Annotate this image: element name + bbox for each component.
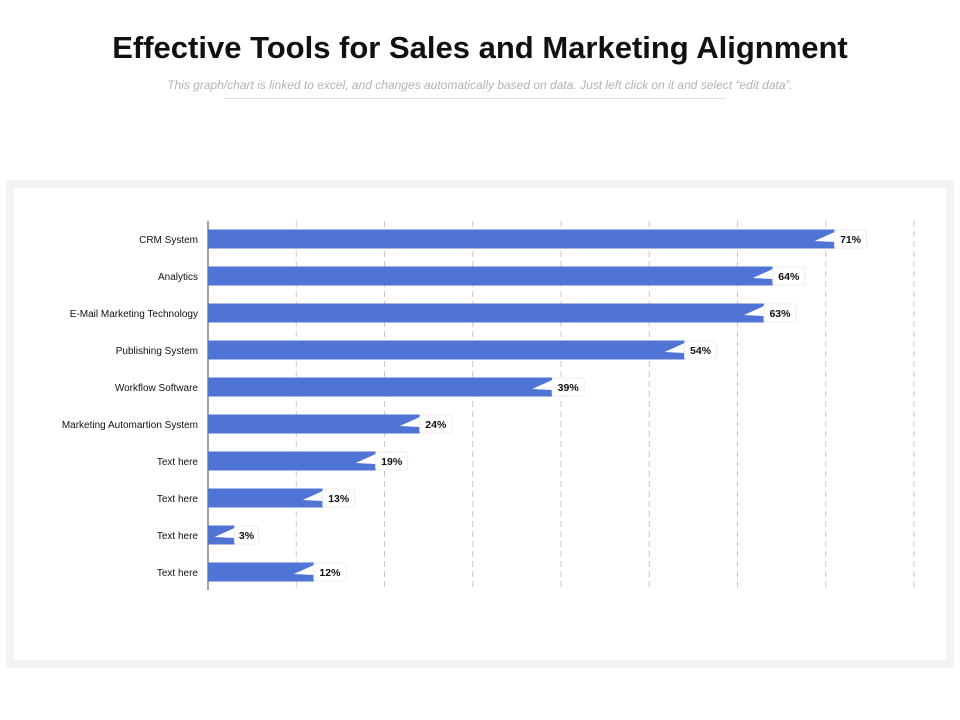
data-label-box [419, 414, 453, 434]
chart-panel: CRM System 71% Analytics 64% E-Mail Marketin… [6, 180, 954, 668]
data-label-box [313, 562, 347, 582]
data-label-box [834, 229, 868, 249]
data-label-box [322, 488, 356, 508]
data-label-box [375, 451, 409, 471]
data-label-box [551, 377, 585, 397]
bar[interactable] [208, 414, 420, 434]
category-label: E-Mail Marketing Technology [70, 309, 198, 320]
data-label: 39% [558, 382, 580, 394]
page-title: Effective Tools for Sales and Marketing … [112, 30, 848, 65]
data-label-box [684, 340, 718, 360]
data-label: 13% [328, 493, 350, 505]
data-label: 12% [319, 567, 341, 579]
data-label-pointer [532, 380, 553, 390]
category-label: CRM System [139, 235, 198, 246]
category-label: Text here [157, 494, 199, 505]
bar[interactable] [208, 377, 553, 397]
data-label: 3% [239, 530, 255, 542]
data-label-pointer [743, 306, 764, 316]
category-label: Text here [157, 568, 199, 579]
bar[interactable] [208, 451, 376, 471]
bar[interactable] [208, 303, 764, 323]
data-label-pointer [214, 528, 235, 538]
data-label: 54% [690, 345, 712, 357]
chart-panel-inner: CRM System 71% Analytics 64% E-Mail Marketin… [14, 188, 946, 660]
bar[interactable] [208, 562, 314, 582]
data-label-pointer [355, 454, 376, 464]
category-label: Text here [157, 531, 199, 542]
bar[interactable] [208, 229, 835, 249]
data-label-pointer [302, 491, 323, 501]
data-label: 71% [840, 234, 862, 246]
data-label-box [763, 303, 797, 323]
subtitle-divider [224, 98, 726, 99]
category-label: Workflow Software [115, 383, 199, 394]
category-label: Marketing Automartion System [62, 420, 198, 431]
data-label: 24% [425, 419, 447, 431]
data-label-box [772, 266, 806, 286]
bar[interactable] [208, 266, 773, 286]
data-label-pointer [664, 343, 685, 353]
page-subtitle: This graph/chart is linked to excel, and… [167, 78, 793, 92]
data-label-pointer [752, 269, 773, 279]
data-label-pointer [399, 417, 420, 427]
bar[interactable] [208, 340, 685, 360]
category-label: Analytics [158, 272, 198, 283]
bar-chart[interactable]: CRM System 71% Analytics 64% E-Mail Marketin… [14, 188, 946, 660]
data-label: 63% [769, 308, 791, 320]
category-label: Text here [157, 457, 199, 468]
data-label-pointer [814, 232, 835, 242]
data-label: 19% [381, 456, 403, 468]
data-label-box [233, 525, 259, 545]
data-label: 64% [778, 271, 800, 283]
data-label-pointer [293, 565, 314, 575]
category-label: Publishing System [116, 346, 198, 357]
bar[interactable] [208, 488, 323, 508]
